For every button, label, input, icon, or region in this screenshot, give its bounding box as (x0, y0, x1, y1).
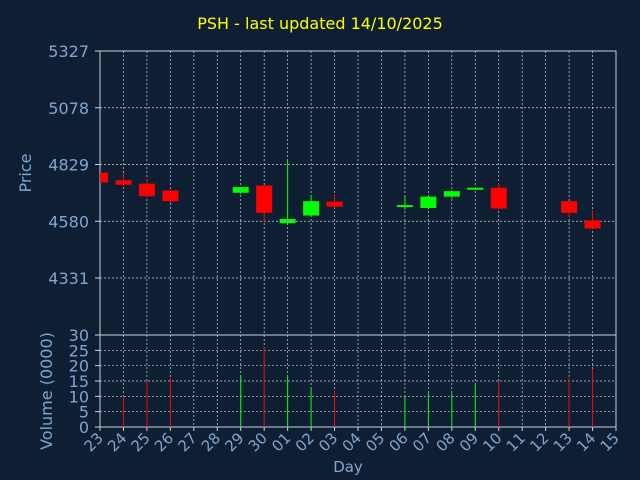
x-tick-label: 02 (292, 429, 318, 455)
x-tick-label: 03 (315, 429, 341, 455)
x-tick-label: 28 (198, 429, 224, 455)
candle-body (443, 191, 460, 197)
x-tick-label: 09 (456, 429, 482, 455)
x-tick-label: 26 (151, 429, 177, 455)
candle-body (303, 201, 320, 216)
candle-body (100, 172, 108, 183)
price-tick-label: 5327 (48, 42, 89, 61)
candle-body (396, 205, 413, 208)
candle-body (584, 220, 601, 229)
x-tick-label: 27 (174, 429, 200, 455)
volume-tick-label: 20 (69, 357, 89, 376)
x-axis-label: Day (333, 458, 363, 476)
candle-body (115, 180, 132, 185)
volume-tick-label: 30 (69, 326, 89, 345)
candle-body (326, 201, 343, 207)
price-tick-label: 4331 (48, 269, 89, 288)
candle-body (490, 187, 507, 209)
candle-body (138, 183, 155, 197)
candle-body (420, 196, 437, 209)
x-tick-label: 14 (573, 429, 599, 455)
candle-body (279, 218, 296, 224)
volume-tick-label: 25 (69, 341, 89, 360)
volume-tick-label: 10 (69, 387, 89, 406)
price-tick-label: 5078 (48, 99, 89, 118)
volume-axis-label: Volume (0000) (37, 332, 56, 450)
x-tick-label: 13 (550, 429, 576, 455)
x-tick-label: 08 (432, 429, 458, 455)
volume-tick-label: 15 (69, 372, 89, 391)
price-tick-label: 4829 (48, 156, 89, 175)
candle-body (162, 190, 179, 202)
x-tick-label: 25 (128, 429, 154, 455)
volume-tick-label: 5 (79, 403, 89, 422)
price-axis-label: Price (16, 153, 35, 192)
x-tick-label: 15 (597, 429, 623, 455)
x-tick-label: 07 (409, 429, 435, 455)
x-tick-label: 11 (503, 429, 529, 455)
candle-body (232, 187, 249, 193)
candle-body (467, 187, 484, 190)
volume-tick-label: 0 (79, 418, 89, 437)
chart-title: PSH - last updated 14/10/2025 (197, 14, 443, 33)
x-tick-label: 06 (386, 429, 412, 455)
x-tick-label: 10 (479, 429, 505, 455)
x-tick-label: 30 (245, 429, 271, 455)
candle-body (256, 185, 273, 213)
x-tick-label: 04 (339, 429, 365, 455)
x-tick-label: 24 (104, 429, 130, 455)
x-tick-label: 05 (362, 429, 388, 455)
candle-body (561, 201, 578, 213)
x-tick-label: 29 (221, 429, 247, 455)
price-tick-label: 4580 (48, 212, 89, 231)
x-tick-label: 01 (268, 429, 294, 455)
x-tick-label: 12 (526, 429, 552, 455)
